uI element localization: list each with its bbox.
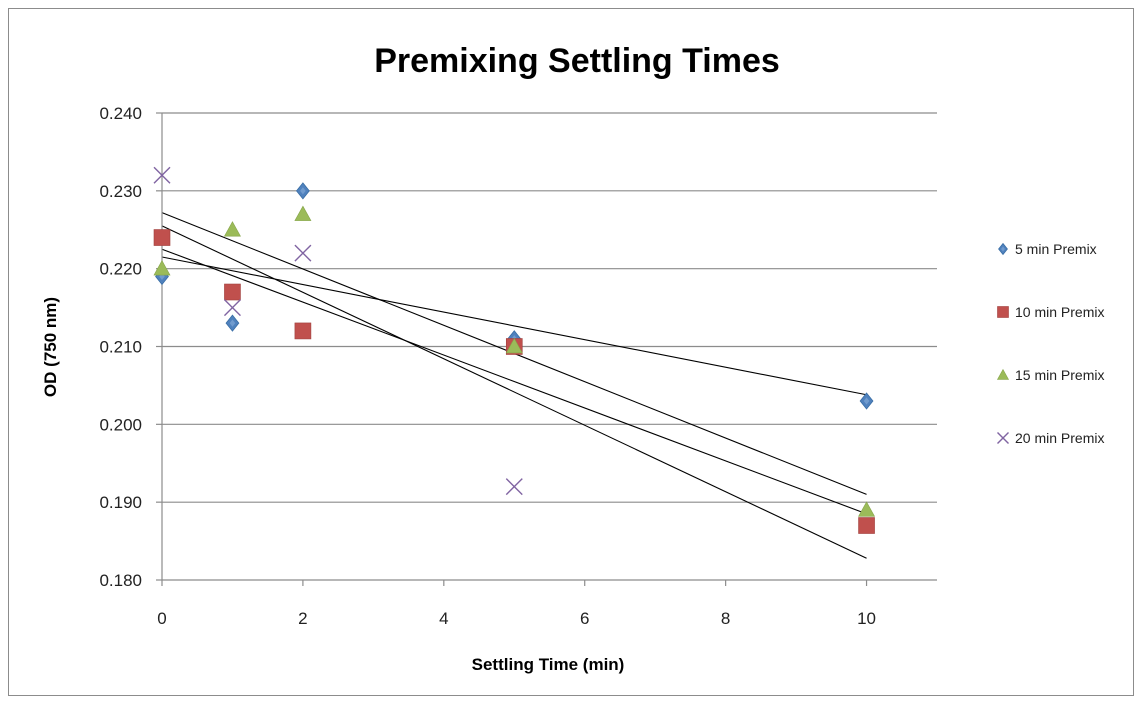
x-tick-label: 4 xyxy=(439,609,448,628)
trendline-1 xyxy=(161,256,867,396)
y-tick-label: 0.220 xyxy=(99,260,142,279)
data-point-series-3 xyxy=(858,501,876,517)
y-tick-label: 0.200 xyxy=(99,415,142,434)
legend-marker-3 xyxy=(996,368,1010,380)
x-tick-label: 8 xyxy=(721,609,730,628)
data-point-series-3 xyxy=(294,205,312,221)
data-point-series-1 xyxy=(225,314,240,332)
y-tick-label: 0.190 xyxy=(99,493,142,512)
data-point-series-4 xyxy=(153,166,171,184)
data-point-series-2 xyxy=(153,229,171,246)
legend-marker-4 xyxy=(997,432,1009,444)
legend-label-4: 20 min Premix xyxy=(1015,430,1104,446)
legend-label-1: 5 min Premix xyxy=(1015,241,1097,257)
data-point-series-2 xyxy=(294,322,312,340)
data-point-series-3 xyxy=(505,337,523,354)
legend-label-3: 15 min Premix xyxy=(1015,367,1104,383)
trendline-2 xyxy=(161,248,867,515)
data-point-series-3 xyxy=(223,221,241,237)
x-tick-label: 10 xyxy=(857,609,876,628)
trendline-4 xyxy=(161,225,867,559)
trendline-layer xyxy=(161,212,867,559)
data-point-series-2 xyxy=(224,283,241,301)
chart-frame xyxy=(8,8,1134,696)
data-point-series-1 xyxy=(859,392,874,410)
x-tick-label: 0 xyxy=(157,609,166,628)
grid-layer xyxy=(162,112,937,581)
y-axis-label: OD (750 nm) xyxy=(41,297,60,397)
y-tick-label: 0.240 xyxy=(99,104,142,123)
chart-title: Premixing Settling Times xyxy=(374,42,780,80)
data-point-series-4 xyxy=(505,478,523,496)
y-tick-label: 0.210 xyxy=(99,338,142,357)
data-point-series-2 xyxy=(858,517,875,534)
data-point-series-4 xyxy=(294,244,312,262)
legend: 5 min Premix 10 min Premix 15 min Premix 20… xyxy=(996,241,1104,446)
legend-marker-2 xyxy=(997,306,1009,318)
axis-layer: 0.180 0.190 0.200 0.210 0.220 0.230 0.240 0 2 4 6 8… xyxy=(99,104,876,628)
x-tick-label: 2 xyxy=(298,609,307,628)
legend-marker-1 xyxy=(998,242,1008,256)
y-tick-label: 0.180 xyxy=(99,571,142,590)
x-tick-label: 6 xyxy=(580,609,589,628)
data-point-series-1 xyxy=(295,182,310,200)
data-point-series-4 xyxy=(223,299,241,317)
y-tick-label: 0.230 xyxy=(99,182,142,201)
point-layer xyxy=(153,166,876,534)
x-axis-label: Settling Time (min) xyxy=(472,655,625,674)
legend-label-2: 10 min Premix xyxy=(1015,304,1104,320)
data-point-series-3 xyxy=(153,260,171,276)
